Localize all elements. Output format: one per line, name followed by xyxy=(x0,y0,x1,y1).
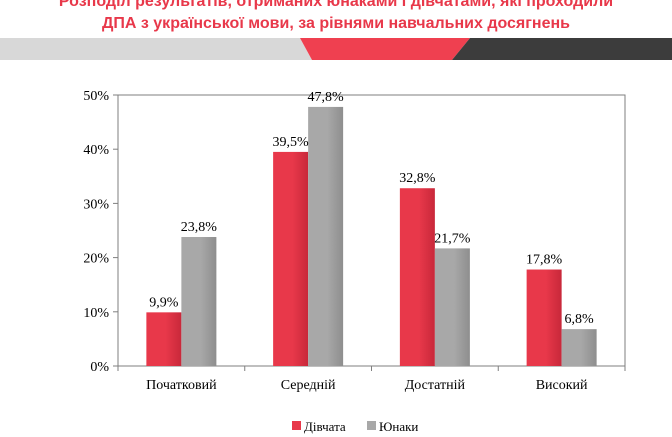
bar-divchata xyxy=(526,269,562,366)
y-tick-label: 10% xyxy=(83,306,109,321)
data-label: 32,8% xyxy=(399,171,436,186)
y-tick-label: 30% xyxy=(83,197,109,212)
legend-label: Дівчата xyxy=(304,419,346,434)
y-tick-label: 0% xyxy=(90,360,109,375)
x-tick-label: Середній xyxy=(281,378,336,393)
chart-title-line-1: Розподіл результатів, отриманих юнаками … xyxy=(58,0,614,10)
bar-yunaky xyxy=(308,106,344,366)
data-label: 39,5% xyxy=(273,135,310,150)
x-tick-label: Високий xyxy=(536,378,588,393)
legend-swatch xyxy=(367,421,376,430)
y-tick-label: 20% xyxy=(83,252,109,267)
chart-title: Розподіл результатів, отриманих юнаками … xyxy=(0,0,672,35)
decorative-header-band xyxy=(0,38,672,60)
data-label: 21,7% xyxy=(434,231,471,246)
data-label: 47,8% xyxy=(308,90,345,105)
bar-yunaky xyxy=(561,329,597,366)
legend-swatch xyxy=(292,421,301,430)
chart-title-line-2: ДПА з української мови, за рівнями навча… xyxy=(101,15,570,32)
bar-yunaky xyxy=(181,237,217,366)
data-label: 17,8% xyxy=(526,253,563,268)
bar-divchata xyxy=(146,312,182,366)
data-label: 6,8% xyxy=(565,312,595,327)
y-tick-label: 40% xyxy=(83,143,109,158)
bar-divchata xyxy=(399,188,435,366)
x-tick-label: Початковий xyxy=(146,378,217,393)
bar-yunaky xyxy=(434,248,470,366)
data-label: 23,8% xyxy=(181,220,218,235)
bar-divchata xyxy=(273,151,309,366)
x-tick-label: Достатній xyxy=(405,378,466,393)
y-tick-label: 50% xyxy=(83,89,109,104)
data-label: 9,9% xyxy=(149,295,179,310)
legend-label: Юнаки xyxy=(379,419,418,434)
